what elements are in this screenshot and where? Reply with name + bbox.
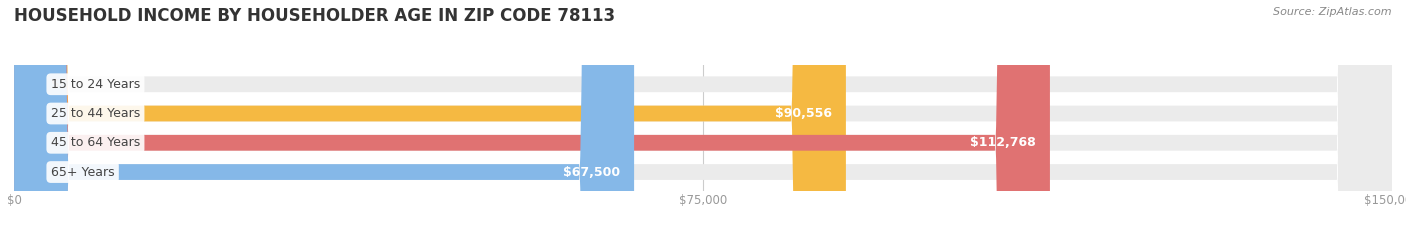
FancyBboxPatch shape: [14, 0, 1392, 233]
Text: $112,768: $112,768: [970, 136, 1036, 149]
FancyBboxPatch shape: [14, 0, 1050, 233]
Text: $90,556: $90,556: [775, 107, 832, 120]
FancyBboxPatch shape: [14, 0, 1392, 233]
Text: 45 to 64 Years: 45 to 64 Years: [51, 136, 141, 149]
Text: $0: $0: [51, 78, 69, 91]
FancyBboxPatch shape: [14, 0, 1392, 233]
Text: $67,500: $67,500: [564, 165, 620, 178]
Text: HOUSEHOLD INCOME BY HOUSEHOLDER AGE IN ZIP CODE 78113: HOUSEHOLD INCOME BY HOUSEHOLDER AGE IN Z…: [14, 7, 616, 25]
FancyBboxPatch shape: [14, 0, 846, 233]
Text: 65+ Years: 65+ Years: [51, 165, 114, 178]
Text: Source: ZipAtlas.com: Source: ZipAtlas.com: [1274, 7, 1392, 17]
Text: 25 to 44 Years: 25 to 44 Years: [51, 107, 141, 120]
FancyBboxPatch shape: [14, 0, 634, 233]
Text: 15 to 24 Years: 15 to 24 Years: [51, 78, 141, 91]
FancyBboxPatch shape: [14, 0, 1392, 233]
